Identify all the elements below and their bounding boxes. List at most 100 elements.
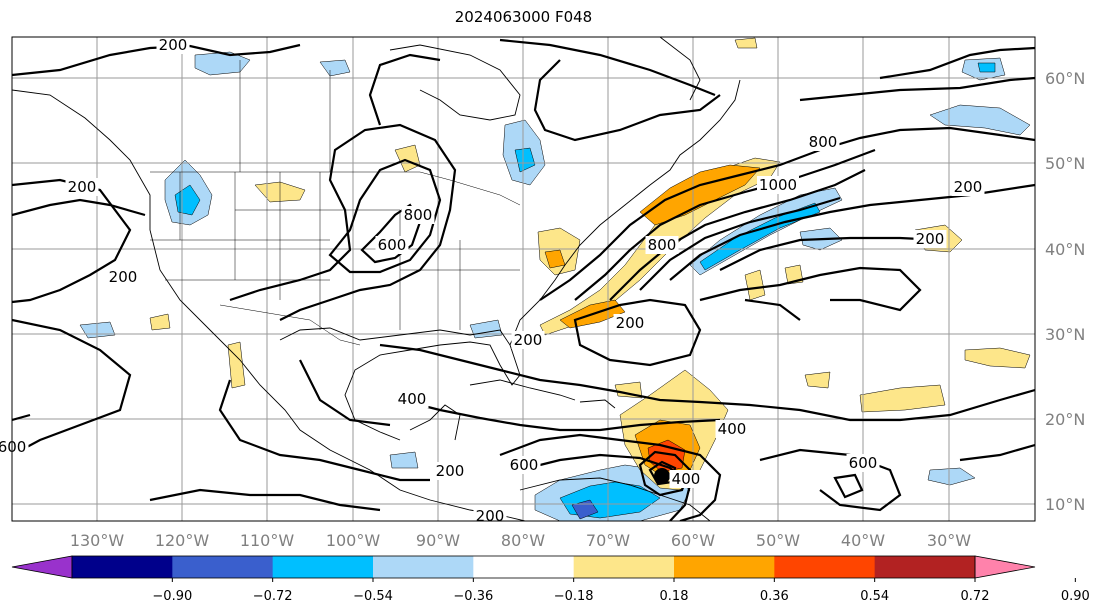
contour-line <box>519 453 692 521</box>
contour-label-bg <box>395 390 429 408</box>
contour-line <box>229 123 457 321</box>
contour-label-bg <box>913 230 947 248</box>
contour-line <box>499 38 716 97</box>
longitude-labels: 130°W 120°W 110°W 100°W 90°W 80°W 70°W 60°W 50°W… <box>70 531 971 550</box>
latitude-label: 20°N <box>1045 410 1085 429</box>
colorbar-segment <box>72 556 173 578</box>
contour-label: 800 <box>809 133 838 151</box>
shade-patch <box>927 467 976 486</box>
colorbar-segment <box>473 556 575 578</box>
coastline-atlantic-us <box>509 79 741 346</box>
contour-line <box>12 413 31 422</box>
contour-label: 800 <box>404 206 433 224</box>
latitude-label: 10°N <box>1045 495 1085 514</box>
contour-label: 600 <box>510 456 539 474</box>
contour-label: 200 <box>616 314 645 332</box>
colorbar-segment <box>373 556 474 578</box>
longitude-label: 110°W <box>240 531 295 550</box>
colorbar-segment <box>674 556 775 578</box>
contour-line <box>12 198 146 217</box>
coastline-north-america-west <box>12 89 526 521</box>
contour-label: 400 <box>398 390 427 408</box>
contour-label: 200 <box>514 331 543 349</box>
coastline-yucatan <box>409 404 461 441</box>
contour-label: 200 <box>436 462 465 480</box>
contour-line <box>609 169 866 301</box>
height-contours <box>12 38 1035 521</box>
contour-label-bg <box>951 178 985 196</box>
colorbar-extend-max <box>974 555 1036 579</box>
contour-line <box>959 443 1035 462</box>
contour-label: 1000 <box>759 176 797 194</box>
contour-line <box>368 53 441 126</box>
contour-line <box>379 343 1035 422</box>
colorbar-tick-label: −0.72 <box>253 589 293 604</box>
contour-line <box>328 158 442 274</box>
colorbar-tick-label: −0.18 <box>554 589 594 604</box>
shade-patch <box>389 451 419 469</box>
contour-label-bg <box>375 236 409 254</box>
storm-center-marker <box>654 468 670 484</box>
contour-line <box>573 298 702 367</box>
colorbar-tick-label: 0.90 <box>1061 589 1090 604</box>
contour-label-bg <box>511 331 545 349</box>
colorbar-segment <box>774 556 876 578</box>
contour-label: 400 <box>718 420 747 438</box>
coastlines <box>12 37 741 521</box>
colorbar-tick-label: −0.36 <box>453 589 493 604</box>
coastline-cuba <box>469 379 576 401</box>
contour-label-bg <box>757 176 799 194</box>
contour-label: 400 <box>672 470 701 488</box>
colorbar-segment <box>573 556 675 578</box>
longitude-label: 60°W <box>671 531 715 550</box>
contour-label-bg <box>715 420 749 438</box>
contour-label: 200 <box>109 268 138 286</box>
latitude-label: 30°N <box>1045 325 1085 344</box>
shade-patch <box>699 202 821 271</box>
contour-label-bg <box>613 314 647 332</box>
contour-line <box>574 148 876 301</box>
contour-label-bg <box>106 268 140 286</box>
map-border <box>11 36 1036 522</box>
longitude-label: 80°W <box>501 531 545 550</box>
contour-line <box>699 266 922 312</box>
colorbar-tick-label: −0.90 <box>152 589 192 604</box>
contour-line <box>299 359 391 427</box>
shade-patch <box>149 313 171 331</box>
longitude-label: 130°W <box>70 531 125 550</box>
colorbar-outline <box>71 555 976 579</box>
contour-line <box>833 473 864 499</box>
colorbar-extend-min <box>11 555 73 579</box>
contour-line <box>539 126 1035 301</box>
shade-patch <box>977 62 996 73</box>
longitude-label: 90°W <box>416 531 460 550</box>
contour-line <box>12 318 132 456</box>
shade-patch <box>804 371 831 389</box>
contour-line <box>533 59 721 142</box>
colorbar-tick-label: 0.36 <box>760 589 789 604</box>
colorbar-tick-label: 0.72 <box>961 589 990 604</box>
contour-label-bg <box>669 470 703 488</box>
longitude-label: 120°W <box>155 531 210 550</box>
contour-label: 600 <box>378 236 407 254</box>
coastline-south-america <box>519 477 711 521</box>
contour-label-bg <box>806 133 840 151</box>
colorbar-segment <box>172 556 274 578</box>
contour-line <box>639 196 841 291</box>
contour-label-bg <box>433 462 467 480</box>
contour-line <box>218 379 430 482</box>
contour-label-bg <box>846 454 880 472</box>
latitude-labels: 60°N 50°N 40°N 30°N 20°N 10°N <box>1045 69 1085 514</box>
coastline-gulf <box>279 327 521 441</box>
contour-label: 200 <box>916 230 945 248</box>
contour-label: 200 <box>68 178 97 196</box>
shade-patch <box>319 59 351 77</box>
shade-patch <box>929 104 1031 136</box>
contour-line <box>799 76 1035 102</box>
contour-line <box>149 488 381 512</box>
contour-label: 200 <box>954 178 983 196</box>
contour-label-bg <box>401 206 435 224</box>
coastline-greenland <box>659 37 701 101</box>
contour-label: 800 <box>648 236 677 254</box>
map-title: 2024063000 F048 <box>454 8 593 26</box>
